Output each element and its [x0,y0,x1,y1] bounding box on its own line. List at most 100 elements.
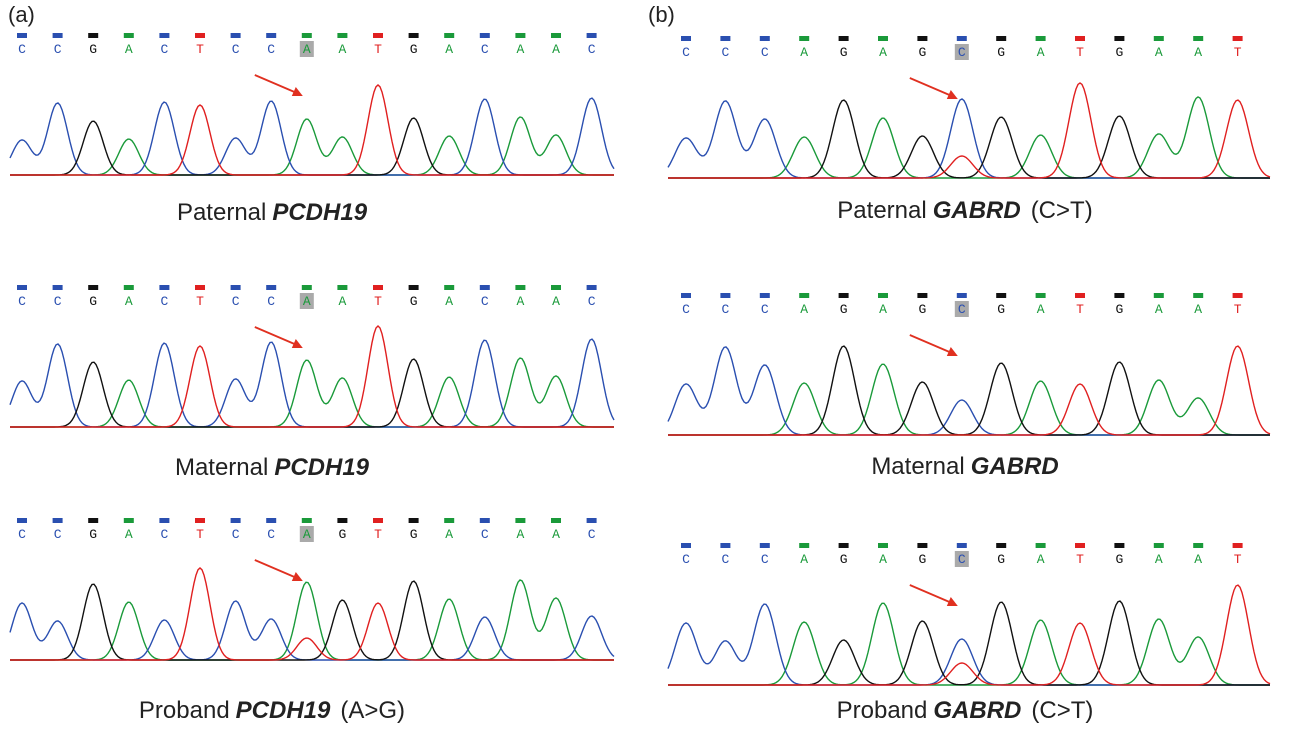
base-letter: G [918,552,926,567]
base-letter: A [445,294,453,309]
base-marker [480,285,490,290]
arrow [255,560,297,578]
base-marker [799,543,809,548]
base-marker [917,36,927,41]
trace [668,97,1270,178]
base-marker [681,36,691,41]
base-marker [957,543,967,548]
base-letter: T [196,527,204,542]
base-letter: T [374,294,382,309]
base-marker [917,543,927,548]
trace [668,83,1270,178]
trace [10,568,614,660]
trace [668,346,1270,435]
base-letter: C [682,302,690,317]
base-letter: T [1076,45,1084,60]
trace [10,339,614,427]
arrow [255,327,297,345]
base-letter: C [54,294,62,309]
base-marker [302,33,312,38]
base-letter: T [1234,552,1242,567]
base-letter: G [338,527,346,542]
base-letter: T [1234,45,1242,60]
caption-gene: PCDH19 [236,697,331,724]
base-marker [1193,293,1203,298]
base-marker [302,285,312,290]
base-marker [878,293,888,298]
caption-prefix: Proband [837,697,928,724]
base-letter: A [445,527,453,542]
base-letter: C [721,552,729,567]
base-marker [720,36,730,41]
base-letter: G [997,45,1005,60]
base-letter: G [410,42,418,57]
base-marker [720,543,730,548]
caption-suffix: (C>T) [1031,197,1093,224]
trace [668,347,1270,435]
panel-label: (a) [8,2,35,27]
base-marker [53,518,63,523]
trace [668,346,1270,435]
base-letter: C [481,527,489,542]
base-marker [159,33,169,38]
base-marker [231,285,241,290]
trace [10,117,614,175]
base-letter: G [1115,552,1123,567]
base-letter: A [1194,552,1202,567]
caption-prefix: Proband [139,697,230,724]
trace [668,99,1270,178]
caption-gene: GABRD [933,197,1021,224]
base-marker [302,518,312,523]
base-marker [760,293,770,298]
panel-label: (b) [648,2,675,27]
base-marker [195,285,205,290]
base-marker [1114,293,1124,298]
base-marker [159,518,169,523]
base-marker [878,36,888,41]
base-letter: A [800,45,808,60]
caption-prefix: Maternal [871,453,964,480]
caption: MaternalPCDH19 [175,454,370,481]
base-letter: C [160,42,168,57]
base-letter: A [125,527,133,542]
base-marker [373,285,383,290]
base-letter: G [840,302,848,317]
caption: PaternalGABRD(C>T) [837,197,1092,224]
base-letter: A [552,294,560,309]
base-letter: C [267,527,275,542]
base-letter: A [879,302,887,317]
base-letter: G [1115,302,1123,317]
base-letter: A [303,294,311,309]
base-letter: A [516,527,524,542]
base-marker [53,285,63,290]
base-marker [1233,36,1243,41]
base-marker [195,33,205,38]
base-marker [1075,543,1085,548]
base-marker [444,33,454,38]
trace [668,585,1270,685]
base-letter: G [840,552,848,567]
trace [668,601,1270,685]
arrow [910,335,952,353]
base-letter: A [338,294,346,309]
base-letter: T [374,527,382,542]
base-marker [957,293,967,298]
base-marker [587,518,597,523]
base-letter: C [54,527,62,542]
base-marker [124,285,134,290]
caption-prefix: Paternal [177,199,266,226]
base-marker [17,33,27,38]
base-letter: G [997,552,1005,567]
base-letter: C [682,552,690,567]
base-letter: T [196,294,204,309]
base-letter: C [588,294,596,309]
base-letter: A [1037,302,1045,317]
base-letter: G [840,45,848,60]
base-letter: A [303,42,311,57]
trace [10,85,614,175]
base-letter: A [516,42,524,57]
base-letter: T [374,42,382,57]
